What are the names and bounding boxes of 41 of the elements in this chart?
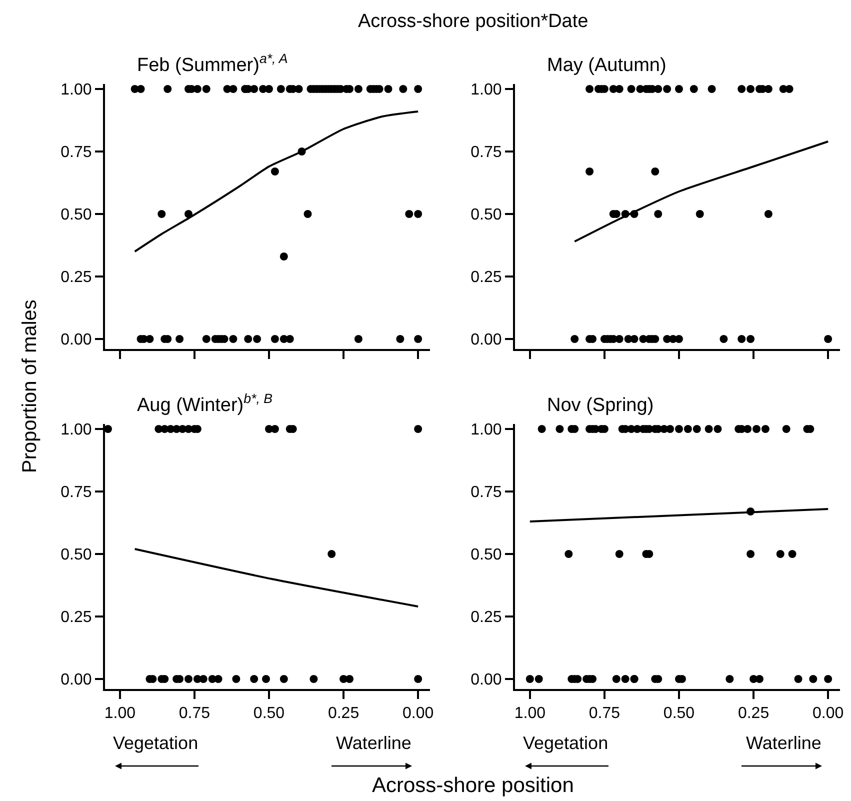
y-tick-label: 0.75: [60, 484, 92, 502]
x-tick-label: 1.00: [514, 705, 546, 722]
y-tick-label: 0.00: [60, 332, 92, 349]
x-tick-label: 0.75: [178, 705, 210, 722]
y-tick-label: 0.00: [470, 672, 502, 689]
y-tick-label: 1.00: [470, 422, 502, 439]
y-tick-label: 1.00: [60, 82, 92, 99]
chart-title: May (Autumn): [547, 55, 666, 76]
y-tick-label: 0.00: [60, 672, 92, 689]
x-axis-title: Across-shore position: [372, 774, 574, 797]
y-tick-label: 0.75: [470, 144, 502, 162]
text: Waterline: [336, 733, 412, 753]
x-tick-label: 0.00: [812, 705, 844, 722]
y-tick-label: 0.75: [470, 484, 502, 502]
y-tick-label: 0.50: [60, 206, 92, 224]
chart-title: Nov (Spring): [547, 395, 654, 416]
y-tick-label: 0.50: [60, 546, 92, 564]
y-tick-label: 0.75: [60, 144, 92, 162]
x-tick-label: 0.75: [588, 705, 620, 722]
y-tick-label: 0.25: [470, 269, 502, 286]
y-tick-label: 0.50: [470, 546, 502, 564]
y-tick-label: 0.50: [470, 206, 502, 224]
y-tick-label: 1.00: [470, 82, 502, 99]
text: Vegetation: [113, 733, 198, 753]
x-tick-label: 1.00: [104, 705, 136, 722]
y-tick-label: 1.00: [60, 422, 92, 439]
x-tick-label: 0.50: [253, 705, 285, 722]
chart-title: Feb (Summer)$^{a*, A}$: [137, 51, 288, 76]
text: Vegetation: [523, 733, 608, 753]
x-tick-label: 0.00: [402, 705, 434, 722]
x-tick-label: 0.25: [328, 705, 360, 722]
x-tick-label: 0.25: [738, 705, 770, 722]
y-tick-label: 0.25: [60, 609, 92, 626]
text: Waterline: [746, 733, 822, 753]
y-tick-label: 0.25: [60, 269, 92, 286]
y-tick-label: 0.00: [470, 332, 502, 349]
y-axis-title: Proportion of males: [19, 300, 41, 473]
y-tick-label: 0.25: [470, 609, 502, 626]
text: Across-shore position*Date: [358, 11, 588, 32]
chart-title: Aug (Winter)$^{b*, B}$: [137, 391, 273, 416]
x-tick-label: 0.50: [663, 705, 695, 722]
